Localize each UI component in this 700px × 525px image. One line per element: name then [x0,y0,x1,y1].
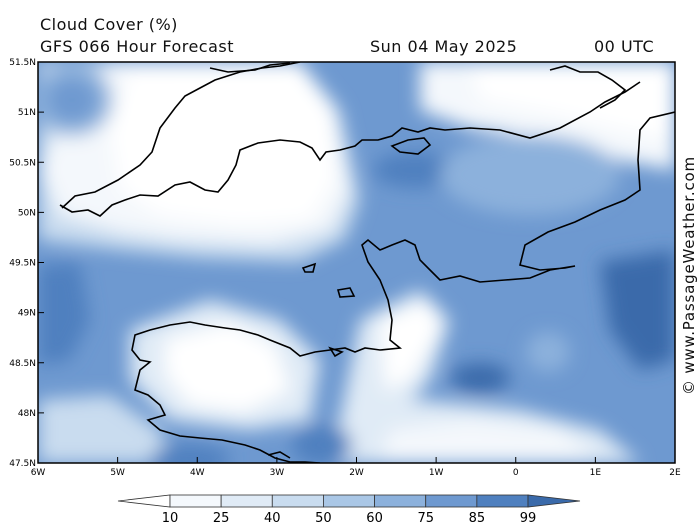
legend-swatch [425,494,478,508]
longitude-label: 1E [590,468,602,478]
latitude-label: 49.5N [9,259,36,269]
legend-value: 99 [520,511,537,525]
latitude-label: 47.5N [9,459,36,469]
longitude-label: 4W [190,468,205,478]
forecast-time: 00 UTC [594,37,655,56]
legend-value: 60 [366,511,383,525]
legend-value: 75 [417,511,434,525]
longitude-label: 2E [669,468,681,478]
latitude-label: 48.5N [9,359,36,369]
legend-value: 50 [315,511,332,525]
latitude-label: 48N [18,409,36,419]
legend-value: 85 [469,511,486,525]
cloud-cover-field [38,62,675,463]
legend-arrow-left [117,494,171,508]
forecast-date: Sun 04 May 2025 [370,37,518,56]
longitude-label: 2W [349,468,364,478]
coastline [59,62,675,463]
longitude-labels: 6W 5W 4W 3W 2W 1W 0 1E 2E [31,457,681,478]
forecast-subtitle: GFS 066 Hour Forecast [40,37,235,56]
latitude-label: 50N [18,208,36,218]
legend-swatch [374,494,427,508]
latitude-label: 51N [18,108,36,118]
longitude-label: 6W [31,468,46,478]
legend-swatch [323,494,375,508]
legend-value: 40 [264,511,281,525]
legend-swatch [220,494,273,508]
longitude-label: 3W [270,468,285,478]
site-credit: © www.PassageWeather.com [680,156,698,395]
legend-value: 10 [162,511,179,525]
legend-arrow-right [527,494,581,508]
longitude-label: 5W [110,468,125,478]
legend-swatch [476,494,529,508]
longitude-label: 1W [429,468,444,478]
legend-swatch [169,494,222,508]
latitude-label: 49N [18,309,36,319]
legend-swatch [271,494,324,508]
latitude-label: 50.5N [9,158,36,168]
latitude-label: 51.5N [9,58,36,68]
latitude-labels: 51.5N 51N 50.5N 50N 49.5N 49N 48.5N 48N 47.5N [9,58,44,469]
longitude-label: 0 [513,468,519,478]
map-title: Cloud Cover (%) [40,15,178,34]
legend-value: 25 [213,511,230,525]
color-legend: 10 25 40 50 60 75 85 99 [117,494,581,525]
